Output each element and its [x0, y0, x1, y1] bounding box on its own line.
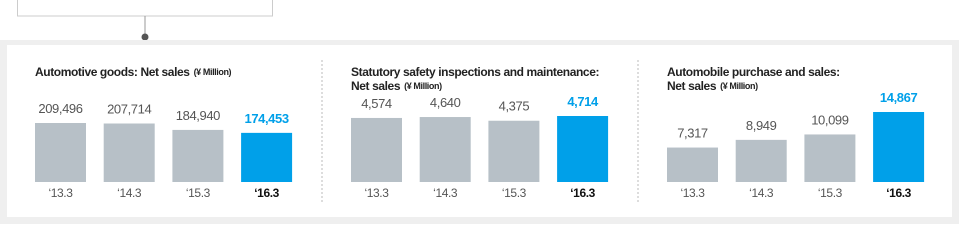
value-label: 10,099: [811, 112, 849, 127]
value-label: 174,453: [244, 111, 288, 126]
chart-title: Statutory safety inspections and mainten…: [351, 65, 599, 79]
bar: [103, 123, 155, 182]
bar: [419, 117, 471, 182]
value-label: 4,375: [499, 99, 530, 114]
title-unit: (¥ Million): [720, 81, 758, 91]
bar: [804, 134, 856, 182]
value-label: 209,496: [38, 101, 82, 116]
chart-title: Net sales (¥ Million): [351, 79, 442, 93]
x-tick-label: ‘13.3: [48, 186, 73, 200]
x-tick-label: ‘15.3: [186, 186, 211, 200]
x-tick-label: ‘15.3: [502, 186, 527, 200]
bar: [172, 129, 224, 182]
chart-title: Automobile purchase and sales:: [667, 65, 840, 79]
title-unit: (¥ Million): [194, 67, 232, 77]
title-line: Statutory safety inspections and mainten…: [351, 65, 599, 79]
bar: [351, 117, 402, 182]
value-label: 14,867: [880, 90, 918, 105]
value-label: 207,714: [107, 102, 151, 117]
panel-bg: [7, 45, 952, 217]
x-tick-label: ‘15.3: [818, 186, 843, 200]
x-tick-label: ‘14.3: [749, 186, 774, 200]
value-label: 4,574: [361, 96, 392, 111]
x-tick-label: ‘16.3: [570, 186, 595, 200]
connector-dot: [141, 33, 149, 41]
x-tick-label: ‘13.3: [680, 186, 705, 200]
value-label: 8,949: [746, 118, 777, 133]
chart-title: Net sales (¥ Million): [667, 79, 758, 93]
title-line: Net sales: [351, 79, 401, 93]
bar: [488, 120, 540, 182]
value-label: 4,640: [430, 95, 461, 110]
value-label: 7,317: [677, 126, 708, 141]
x-tick-label: ‘16.3: [254, 186, 279, 200]
chart-title: Automotive goods: Net sales (¥ Million): [35, 65, 232, 79]
page: Automotive goods: Net sales (¥ Million) 20…: [0, 0, 959, 224]
x-tick-label: ‘14.3: [433, 186, 458, 200]
title-unit: (¥ Million): [404, 81, 442, 91]
title-line: Automotive goods: Net sales: [35, 65, 190, 79]
title-line: Automobile purchase and sales:: [667, 65, 840, 79]
x-tick-label: ‘16.3: [886, 186, 911, 200]
x-tick-label: ‘14.3: [117, 186, 142, 200]
chart: Automotive goods: Net sales (¥ Million) 20…: [0, 0, 959, 224]
bar: [35, 123, 86, 182]
bar: [735, 139, 787, 182]
bar: [667, 147, 718, 182]
top-box: [17, 0, 273, 17]
value-label: 4,714: [567, 94, 599, 109]
value-label: 184,940: [176, 108, 220, 123]
bar: [241, 132, 293, 182]
title-line: Net sales: [667, 79, 717, 93]
x-tick-label: ‘13.3: [364, 186, 389, 200]
bar: [873, 112, 925, 182]
bar: [557, 116, 609, 182]
